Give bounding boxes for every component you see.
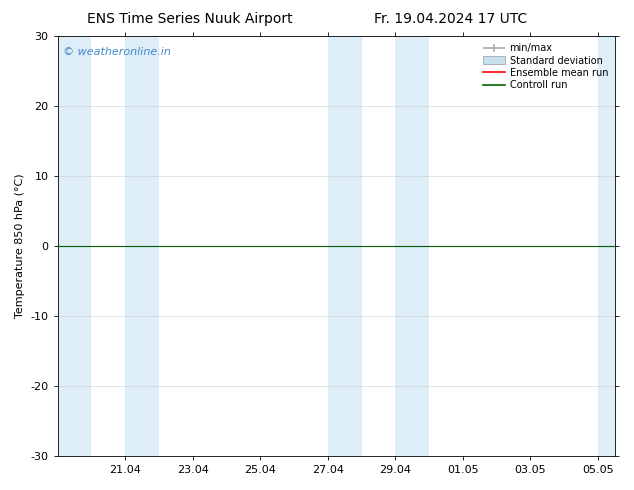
Text: ENS Time Series Nuuk Airport: ENS Time Series Nuuk Airport	[87, 12, 293, 26]
Bar	[396, 36, 429, 456]
Bar	[126, 36, 159, 456]
Bar	[598, 36, 631, 456]
Bar	[328, 36, 361, 456]
Y-axis label: Temperature 850 hPa (°C): Temperature 850 hPa (°C)	[15, 174, 25, 318]
Text: Fr. 19.04.2024 17 UTC: Fr. 19.04.2024 17 UTC	[373, 12, 527, 26]
Bar	[58, 36, 91, 456]
Legend: min/max, Standard deviation, Ensemble mean run, Controll run: min/max, Standard deviation, Ensemble me…	[481, 41, 610, 92]
Text: © weatheronline.in: © weatheronline.in	[63, 47, 171, 57]
